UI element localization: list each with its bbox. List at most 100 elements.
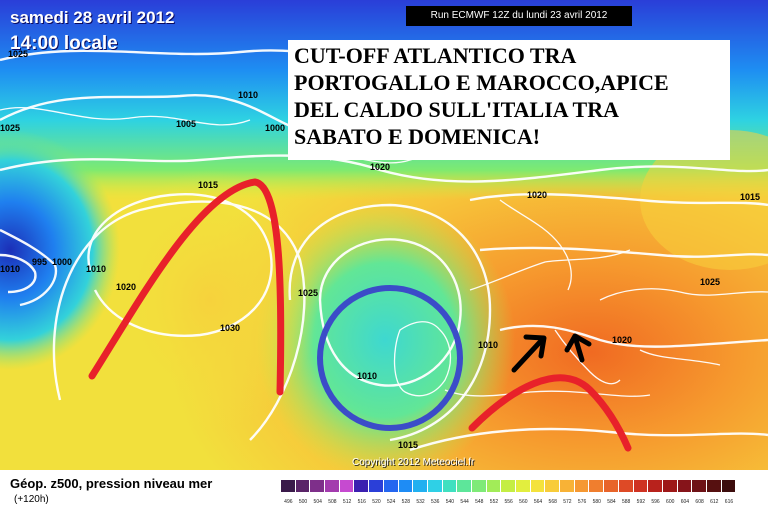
isobar-label: 1010 bbox=[357, 371, 377, 381]
scale-label: 572 bbox=[563, 499, 572, 505]
scale-swatch bbox=[574, 480, 590, 492]
isobar-label: 1000 bbox=[265, 123, 285, 133]
scale-label: 552 bbox=[489, 499, 499, 505]
scale-swatch bbox=[545, 480, 561, 492]
ridge-marker bbox=[88, 178, 285, 396]
scale-label: 588 bbox=[621, 499, 631, 505]
isobar-label: 1025 bbox=[298, 288, 318, 298]
legend-title: Géop. z500, pression niveau mer bbox=[10, 476, 213, 491]
scale-swatch bbox=[706, 480, 722, 492]
scale-swatch bbox=[442, 480, 458, 492]
legend-subtitle: (+120h) bbox=[14, 494, 49, 505]
scale-swatch bbox=[692, 480, 707, 492]
model-run-label: Run ECMWF 12Z du lundi 23 avril 2012 bbox=[406, 6, 632, 26]
isobar-label: 1025 bbox=[8, 49, 28, 59]
scale-swatch bbox=[354, 480, 370, 492]
scale-swatch bbox=[560, 480, 575, 492]
annotation-line: CUT-OFF ATLANTICO TRA bbox=[294, 43, 577, 68]
scale-label: 504 bbox=[313, 499, 322, 505]
scale-swatch bbox=[295, 480, 311, 492]
scale-swatch bbox=[339, 480, 355, 492]
scale-label: 496 bbox=[284, 499, 293, 505]
scale-swatch bbox=[457, 480, 472, 492]
scale-swatch bbox=[604, 480, 619, 492]
color-scale bbox=[281, 480, 737, 492]
isobar-label: 1020 bbox=[612, 335, 632, 345]
scale-swatch bbox=[369, 480, 384, 492]
isobar-label: 1010 bbox=[86, 264, 106, 274]
scale-swatch bbox=[516, 480, 531, 492]
scale-label: 600 bbox=[666, 499, 675, 505]
scale-label: 604 bbox=[680, 499, 690, 505]
scale-swatch bbox=[618, 480, 634, 492]
scale-swatch bbox=[662, 480, 678, 492]
heat-dome-marker bbox=[468, 374, 632, 452]
forecast-time: 14:00 locale bbox=[10, 33, 118, 54]
scale-label: 616 bbox=[724, 499, 734, 505]
isobar-label: 1020 bbox=[370, 162, 390, 172]
scale-label: 528 bbox=[401, 499, 411, 505]
scale-label: 508 bbox=[328, 499, 337, 505]
scale-label: 592 bbox=[636, 499, 646, 505]
scale-swatch bbox=[589, 480, 605, 492]
isobar-label: 1015 bbox=[198, 180, 218, 190]
scale-label: 564 bbox=[533, 499, 543, 505]
scale-swatch bbox=[310, 480, 326, 492]
isobar-label: 1030 bbox=[220, 323, 240, 333]
annotation-line: SABATO E DOMENICA! bbox=[294, 124, 541, 149]
scale-swatch bbox=[530, 480, 546, 492]
scale-swatch bbox=[383, 480, 399, 492]
arrow-up-right-icon bbox=[511, 334, 547, 373]
scale-swatch bbox=[486, 480, 502, 492]
isobar-label: 1000 bbox=[52, 257, 72, 267]
isobar-label: 1020 bbox=[116, 282, 136, 292]
scale-label: 500 bbox=[298, 499, 308, 505]
scale-label: 544 bbox=[460, 499, 469, 505]
scale-label: 612 bbox=[710, 499, 719, 505]
scale-label: 540 bbox=[445, 499, 455, 505]
scale-swatch bbox=[648, 480, 663, 492]
scale-label: 584 bbox=[607, 499, 616, 505]
scale-swatch bbox=[633, 480, 649, 492]
isobar-label: 1010 bbox=[238, 90, 258, 100]
scale-swatch bbox=[677, 480, 693, 492]
scale-swatch bbox=[398, 480, 414, 492]
scale-swatch bbox=[427, 480, 443, 492]
isobar-label: 1010 bbox=[0, 264, 20, 274]
annotation-line: PORTOGALLO E MAROCCO,APICE bbox=[294, 70, 669, 95]
scale-swatch bbox=[281, 480, 296, 492]
scale-label: 548 bbox=[475, 499, 484, 505]
cutoff-low-circle bbox=[317, 285, 463, 431]
scale-swatch bbox=[413, 480, 428, 492]
isobar-label: 1025 bbox=[0, 123, 20, 133]
scale-swatch bbox=[325, 480, 340, 492]
color-scale-labels: 496 500 504 508 512 516 520 524 528 532 536 540 544 5… bbox=[281, 499, 736, 505]
annotation-textbox: CUT-OFF ATLANTICO TRA PORTOGALLO E MAROC… bbox=[288, 40, 730, 160]
scale-swatch bbox=[471, 480, 487, 492]
arrow-up-icon bbox=[564, 333, 592, 363]
isobar-label: 1015 bbox=[740, 192, 760, 202]
scale-label: 580 bbox=[592, 499, 601, 505]
forecast-date: samedi 28 avril 2012 bbox=[10, 8, 175, 27]
isobar-label: 995 bbox=[32, 257, 47, 267]
scale-label: 536 bbox=[431, 499, 440, 505]
scale-label: 556 bbox=[504, 499, 513, 505]
scale-label: 608 bbox=[695, 499, 704, 505]
isobar-label: 1010 bbox=[478, 340, 498, 350]
scale-label: 568 bbox=[548, 499, 557, 505]
scale-label: 560 bbox=[519, 499, 528, 505]
annotation-line: DEL CALDO SULL'ITALIA TRA bbox=[294, 97, 620, 122]
scale-label: 524 bbox=[386, 499, 396, 505]
copyright-text: Copyright 2012 Meteociel.fr bbox=[352, 457, 475, 468]
scale-swatch bbox=[721, 480, 737, 492]
isobar-label: 1005 bbox=[176, 119, 196, 129]
isobar-label: 1015 bbox=[398, 440, 418, 450]
scale-label: 520 bbox=[372, 499, 381, 505]
scale-label: 532 bbox=[416, 499, 425, 505]
scale-label: 596 bbox=[651, 499, 660, 505]
scale-swatch bbox=[501, 480, 516, 492]
scale-label: 576 bbox=[577, 499, 587, 505]
scale-label: 516 bbox=[357, 499, 366, 505]
isobar-label: 1020 bbox=[527, 190, 547, 200]
